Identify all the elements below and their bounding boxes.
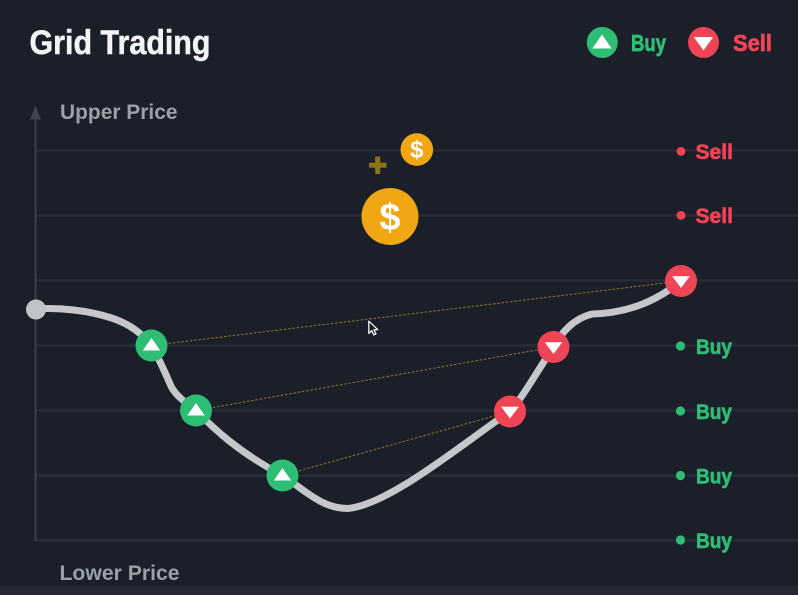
svg-text:Buy: Buy bbox=[696, 400, 732, 424]
svg-text:Lower Price: Lower Price bbox=[60, 561, 180, 585]
svg-text:Buy: Buy bbox=[696, 529, 732, 553]
svg-text:Grid Trading: Grid Trading bbox=[30, 24, 211, 62]
svg-text:Buy: Buy bbox=[631, 30, 666, 56]
svg-text:$: $ bbox=[410, 136, 424, 163]
svg-text:Buy: Buy bbox=[696, 335, 732, 359]
svg-text:Sell: Sell bbox=[733, 30, 772, 56]
svg-text:Buy: Buy bbox=[696, 464, 732, 488]
svg-text:Sell: Sell bbox=[696, 140, 734, 164]
svg-text:Sell: Sell bbox=[696, 204, 734, 228]
svg-text:Upper Price: Upper Price bbox=[60, 100, 178, 124]
svg-text:$: $ bbox=[379, 197, 400, 239]
